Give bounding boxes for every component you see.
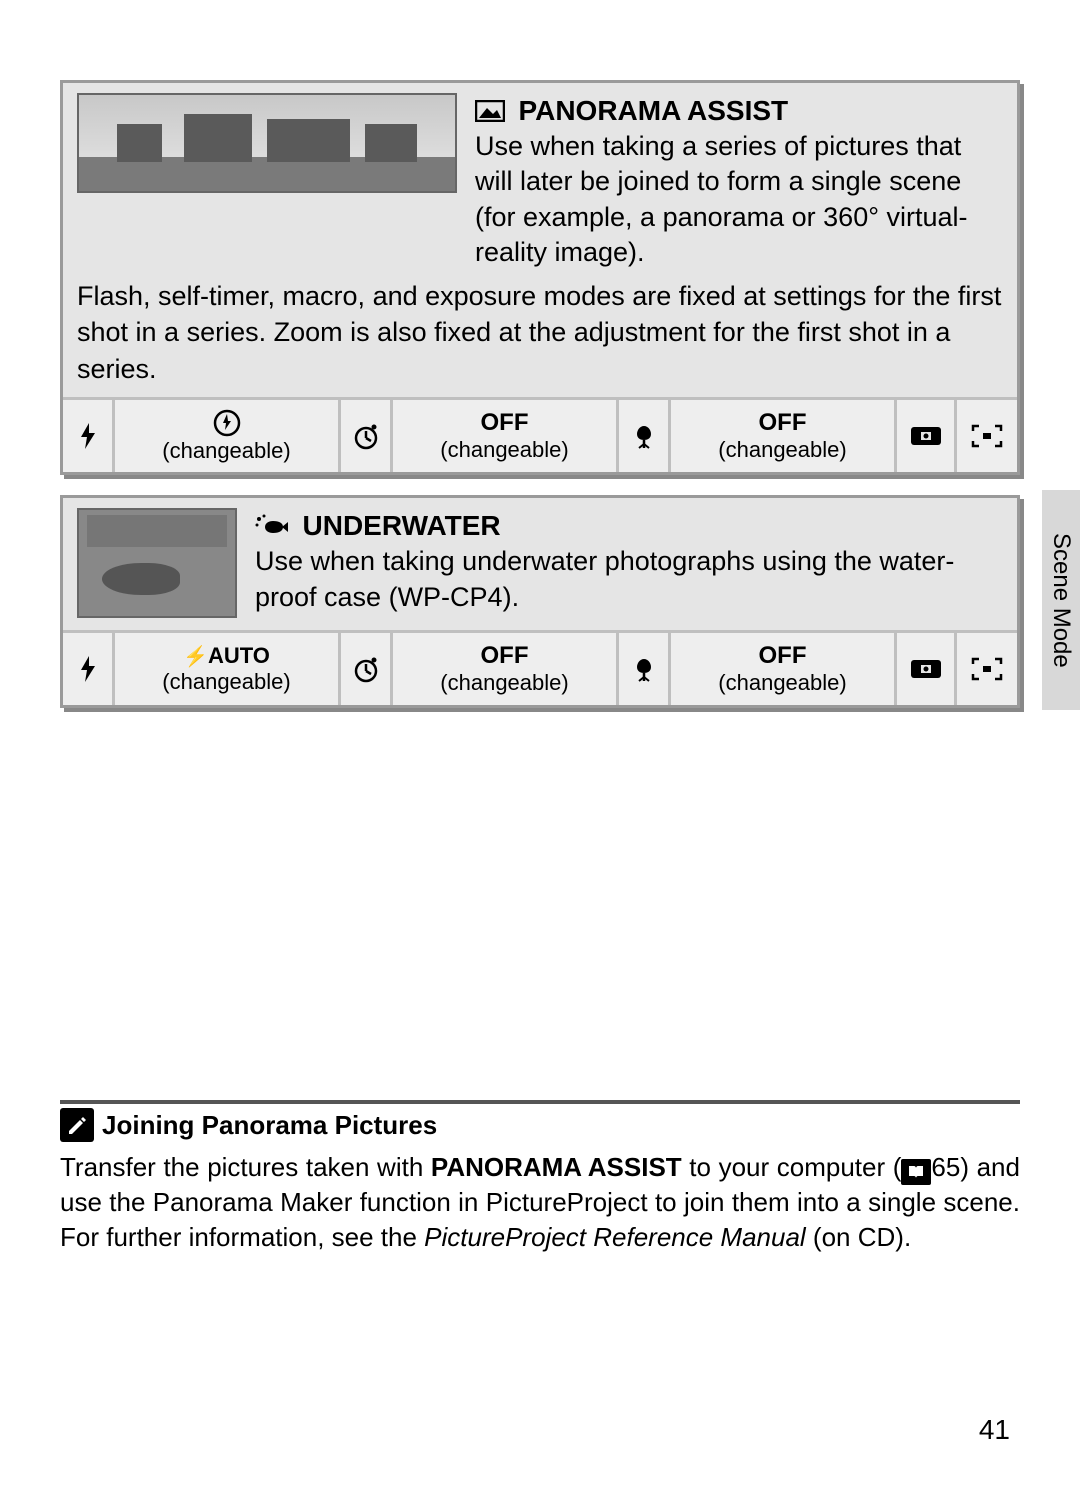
flash-icon xyxy=(77,654,99,684)
panorama-settings-row: (changeable) OFF (changeable) xyxy=(63,397,1017,472)
macro-value-cell: OFF (changeable) xyxy=(671,633,897,705)
macro-value: OFF xyxy=(759,409,807,437)
side-tab-label: Scene Mode xyxy=(1047,533,1075,668)
timer-value: OFF xyxy=(481,409,529,437)
underwater-title: UNDERWATER xyxy=(303,510,501,541)
macro-icon-cell xyxy=(619,633,671,705)
page-number: 41 xyxy=(979,1414,1010,1446)
scene-box-panorama: PANORAMA ASSIST Use when taking a series… xyxy=(60,80,1020,475)
timer-value-cell: OFF (changeable) xyxy=(393,633,619,705)
flash-sub: (changeable) xyxy=(162,438,290,464)
timer-value: OFF xyxy=(481,642,529,670)
af-area-icon xyxy=(970,656,1004,682)
underwater-thumbnail xyxy=(77,508,237,618)
flash-value-cell: (changeable) xyxy=(115,400,341,472)
macro-icon-cell xyxy=(619,400,671,472)
macro-value-cell: OFF (changeable) xyxy=(671,400,897,472)
flash-icon-cell xyxy=(63,633,115,705)
footer-body: Transfer the pictures taken with PANORAM… xyxy=(60,1150,1020,1255)
scene-box-underwater: UNDERWATER Use when taking underwater ph… xyxy=(60,495,1020,708)
panorama-note: Flash, self-timer, macro, and exposure m… xyxy=(63,270,1017,397)
flash-auto-label: ⚡AUTO xyxy=(183,643,270,669)
panorama-description: Use when taking a series of pictures tha… xyxy=(475,129,1003,269)
footer-rule xyxy=(60,1100,1020,1104)
panorama-title: PANORAMA ASSIST xyxy=(519,95,789,126)
flash-sub: (changeable) xyxy=(162,669,290,695)
footer-heading: Joining Panorama Pictures xyxy=(60,1108,1020,1142)
panorama-icon xyxy=(475,100,505,122)
macro-icon xyxy=(631,422,657,450)
exposure-icon xyxy=(909,423,943,449)
exposure-icon-cell xyxy=(897,400,957,472)
timer-value-cell: OFF (changeable) xyxy=(393,400,619,472)
footer-heading-text: Joining Panorama Pictures xyxy=(102,1110,437,1141)
exposure-icon-cell xyxy=(897,633,957,705)
panorama-thumbnail xyxy=(77,93,457,193)
macro-sub: (changeable) xyxy=(718,437,846,463)
macro-sub: (changeable) xyxy=(718,670,846,696)
underwater-description: Use when taking underwater photographs u… xyxy=(255,544,1003,614)
flash-icon-cell xyxy=(63,400,115,472)
macro-icon xyxy=(631,655,657,683)
af-icon-cell xyxy=(957,400,1017,472)
underwater-settings-row: ⚡AUTO (changeable) OFF (changeable) xyxy=(63,630,1017,705)
macro-value: OFF xyxy=(759,642,807,670)
exposure-icon xyxy=(909,656,943,682)
note-pencil-icon xyxy=(60,1108,94,1142)
flash-value-cell: ⚡AUTO (changeable) xyxy=(115,633,341,705)
self-timer-icon xyxy=(352,421,380,451)
af-icon-cell xyxy=(957,633,1017,705)
timer-icon-cell xyxy=(341,400,393,472)
flash-auto-icon xyxy=(212,408,242,438)
footer-section: Joining Panorama Pictures Transfer the p… xyxy=(60,1100,1020,1255)
self-timer-icon xyxy=(352,654,380,684)
page-ref-icon xyxy=(901,1159,931,1185)
timer-sub: (changeable) xyxy=(440,670,568,696)
af-area-icon xyxy=(970,423,1004,449)
timer-icon-cell xyxy=(341,633,393,705)
flash-icon xyxy=(77,421,99,451)
timer-sub: (changeable) xyxy=(440,437,568,463)
underwater-icon xyxy=(255,513,289,537)
side-tab-scene-mode: Scene Mode xyxy=(1042,490,1080,710)
